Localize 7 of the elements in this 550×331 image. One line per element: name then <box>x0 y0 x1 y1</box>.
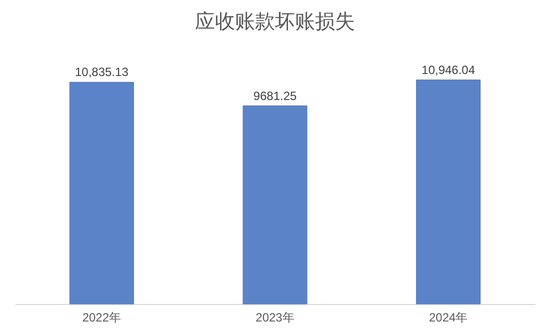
x-tick-label: 2023年 <box>256 310 294 324</box>
x-tick-label: 2022年 <box>82 310 122 324</box>
data-label: 10,835.13 <box>74 65 129 80</box>
data-label: 9681.25 <box>253 88 298 103</box>
x-tick-label: 2024年 <box>428 310 468 324</box>
chart-title: 应收账款坏账损失 <box>195 11 355 33</box>
data-label: 10,946.04 <box>422 62 476 77</box>
